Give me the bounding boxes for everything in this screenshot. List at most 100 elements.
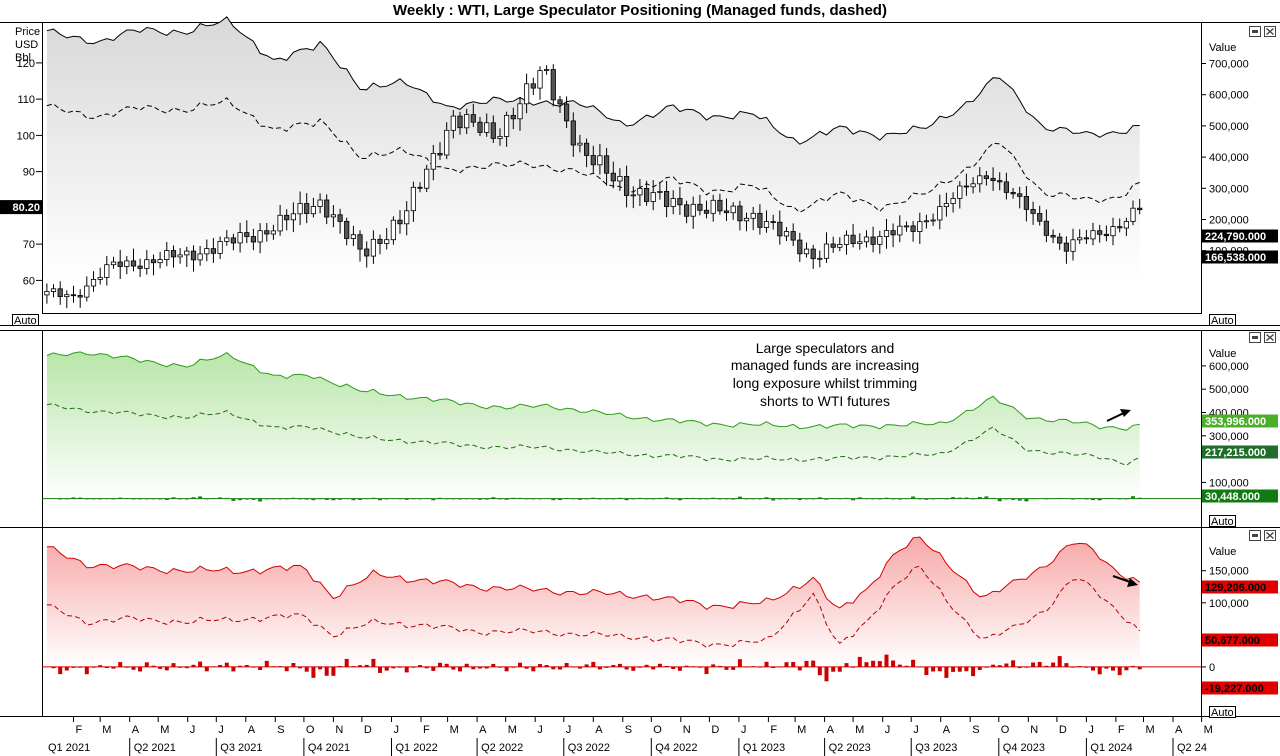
longs-change-bar [284, 498, 289, 500]
shorts-change-bar [971, 666, 976, 677]
month-label: M [102, 724, 111, 736]
shorts-change-bar [684, 665, 689, 667]
current-price-label: 80.20 [12, 202, 40, 214]
candle-body [284, 214, 290, 221]
month-label: O [306, 724, 315, 736]
shorts-change-bar [404, 666, 409, 673]
longs-change-bar [218, 497, 223, 499]
candle-body [257, 230, 263, 243]
shorts-change-bar [91, 666, 96, 668]
price-right-auto-button[interactable]: Auto [1209, 314, 1236, 328]
longs-change-bar [398, 498, 402, 500]
minimize-panel-icon[interactable] [1249, 26, 1261, 37]
candle-body [230, 237, 236, 244]
shorts-change-bar [471, 666, 476, 670]
price-left-auto-button[interactable]: Auto [12, 314, 39, 328]
month-label: J [913, 724, 919, 736]
right-axis-title: Value [1209, 42, 1236, 54]
shorts-change-bar [451, 666, 456, 670]
shorts-change-bar [824, 666, 829, 682]
longs-change-bar [797, 498, 802, 501]
longs-change-bar [964, 497, 969, 499]
longs-change-bar [84, 498, 89, 500]
shorts-area-fill [46, 537, 1140, 667]
shorts-change-bar [478, 666, 482, 669]
month-label: J [741, 724, 747, 736]
candle-body [570, 120, 576, 146]
shorts-change-bar [1117, 666, 1122, 676]
shorts-change-bar [144, 662, 149, 667]
left-tick-label: 100 [17, 130, 35, 142]
candle-body [304, 203, 310, 215]
candle-body [857, 241, 863, 245]
candle-body [557, 99, 563, 105]
shorts-change-bar [671, 666, 676, 669]
shorts-change-bar [611, 665, 616, 667]
longs-change-bar [111, 498, 116, 500]
month-label: O [653, 724, 662, 736]
longs-change-bar [244, 498, 249, 500]
candle-body [650, 192, 656, 202]
minimize-panel-icon[interactable] [1249, 530, 1261, 541]
close-panel-icon[interactable] [1264, 26, 1276, 37]
longs-change-bar [611, 498, 616, 500]
candle-body [390, 219, 397, 241]
longs-change-bar [1117, 498, 1122, 500]
candle-body [397, 219, 403, 225]
longs-change-bar [631, 498, 636, 500]
minimize-panel-icon[interactable] [1249, 332, 1261, 343]
candle-body [677, 198, 683, 206]
candle-body [277, 214, 283, 232]
longs-auto-button[interactable]: Auto [1209, 515, 1236, 529]
candle-body [490, 122, 496, 139]
candle-body [1023, 195, 1029, 210]
candle-body [1123, 221, 1129, 229]
quarter-label: Q1 2024 [1090, 742, 1132, 754]
shorts-change-bar [737, 659, 742, 667]
managed-funds-line [46, 97, 1140, 214]
value-tag [1202, 250, 1278, 264]
shorts-change-bar [1044, 665, 1049, 667]
shorts-change-bar [637, 666, 642, 668]
close-panel-icon[interactable] [1264, 530, 1276, 541]
month-label: M [855, 724, 864, 736]
shorts-change-bar [764, 661, 769, 667]
longs-change-bar [877, 498, 882, 500]
longs-change-bar [364, 498, 369, 500]
shorts-change-bar [398, 666, 402, 668]
quarter-label: Q1 2021 [48, 742, 90, 754]
longs-change-bar [158, 498, 163, 500]
shorts-auto-button[interactable]: Auto [1209, 706, 1236, 720]
shorts-change-bar [777, 666, 782, 668]
longs-change-bar [451, 498, 456, 500]
right-tick-label: 500,000 [1209, 121, 1249, 133]
candle-body [357, 234, 363, 250]
candle-body [457, 115, 463, 129]
right-axis-title: Value [1209, 546, 1236, 558]
shorts-change-bar [584, 664, 589, 667]
value-tag-label: 224,790.000 [1205, 231, 1266, 243]
shorts-change-bar [837, 666, 842, 672]
longs-change-bar [264, 498, 269, 500]
longs-change-bar [784, 498, 789, 500]
close-panel-icon[interactable] [1264, 332, 1276, 343]
auto-label: Auto [1211, 315, 1234, 327]
shorts-change-bar [931, 666, 936, 672]
shorts-change-bar [691, 666, 696, 668]
longs-change-bar [251, 498, 256, 500]
month-label: S [277, 724, 284, 736]
candle-body [790, 231, 796, 241]
shorts-change-bar [318, 666, 323, 670]
longs-change-bar [318, 498, 323, 500]
axes-layer: PriceUSDBbl6070809010011012080.20Value10… [0, 26, 1278, 756]
candle-body [450, 115, 456, 131]
candle-body [917, 221, 923, 232]
shorts-change-bar [498, 666, 502, 668]
candle-body [717, 199, 723, 212]
candle-body [124, 260, 130, 267]
shorts-change-bar [538, 664, 542, 667]
longs-change-bar [777, 498, 782, 500]
shorts-change-bar [1137, 666, 1142, 670]
candle-body [524, 83, 530, 105]
shorts-change-bar [771, 666, 776, 668]
